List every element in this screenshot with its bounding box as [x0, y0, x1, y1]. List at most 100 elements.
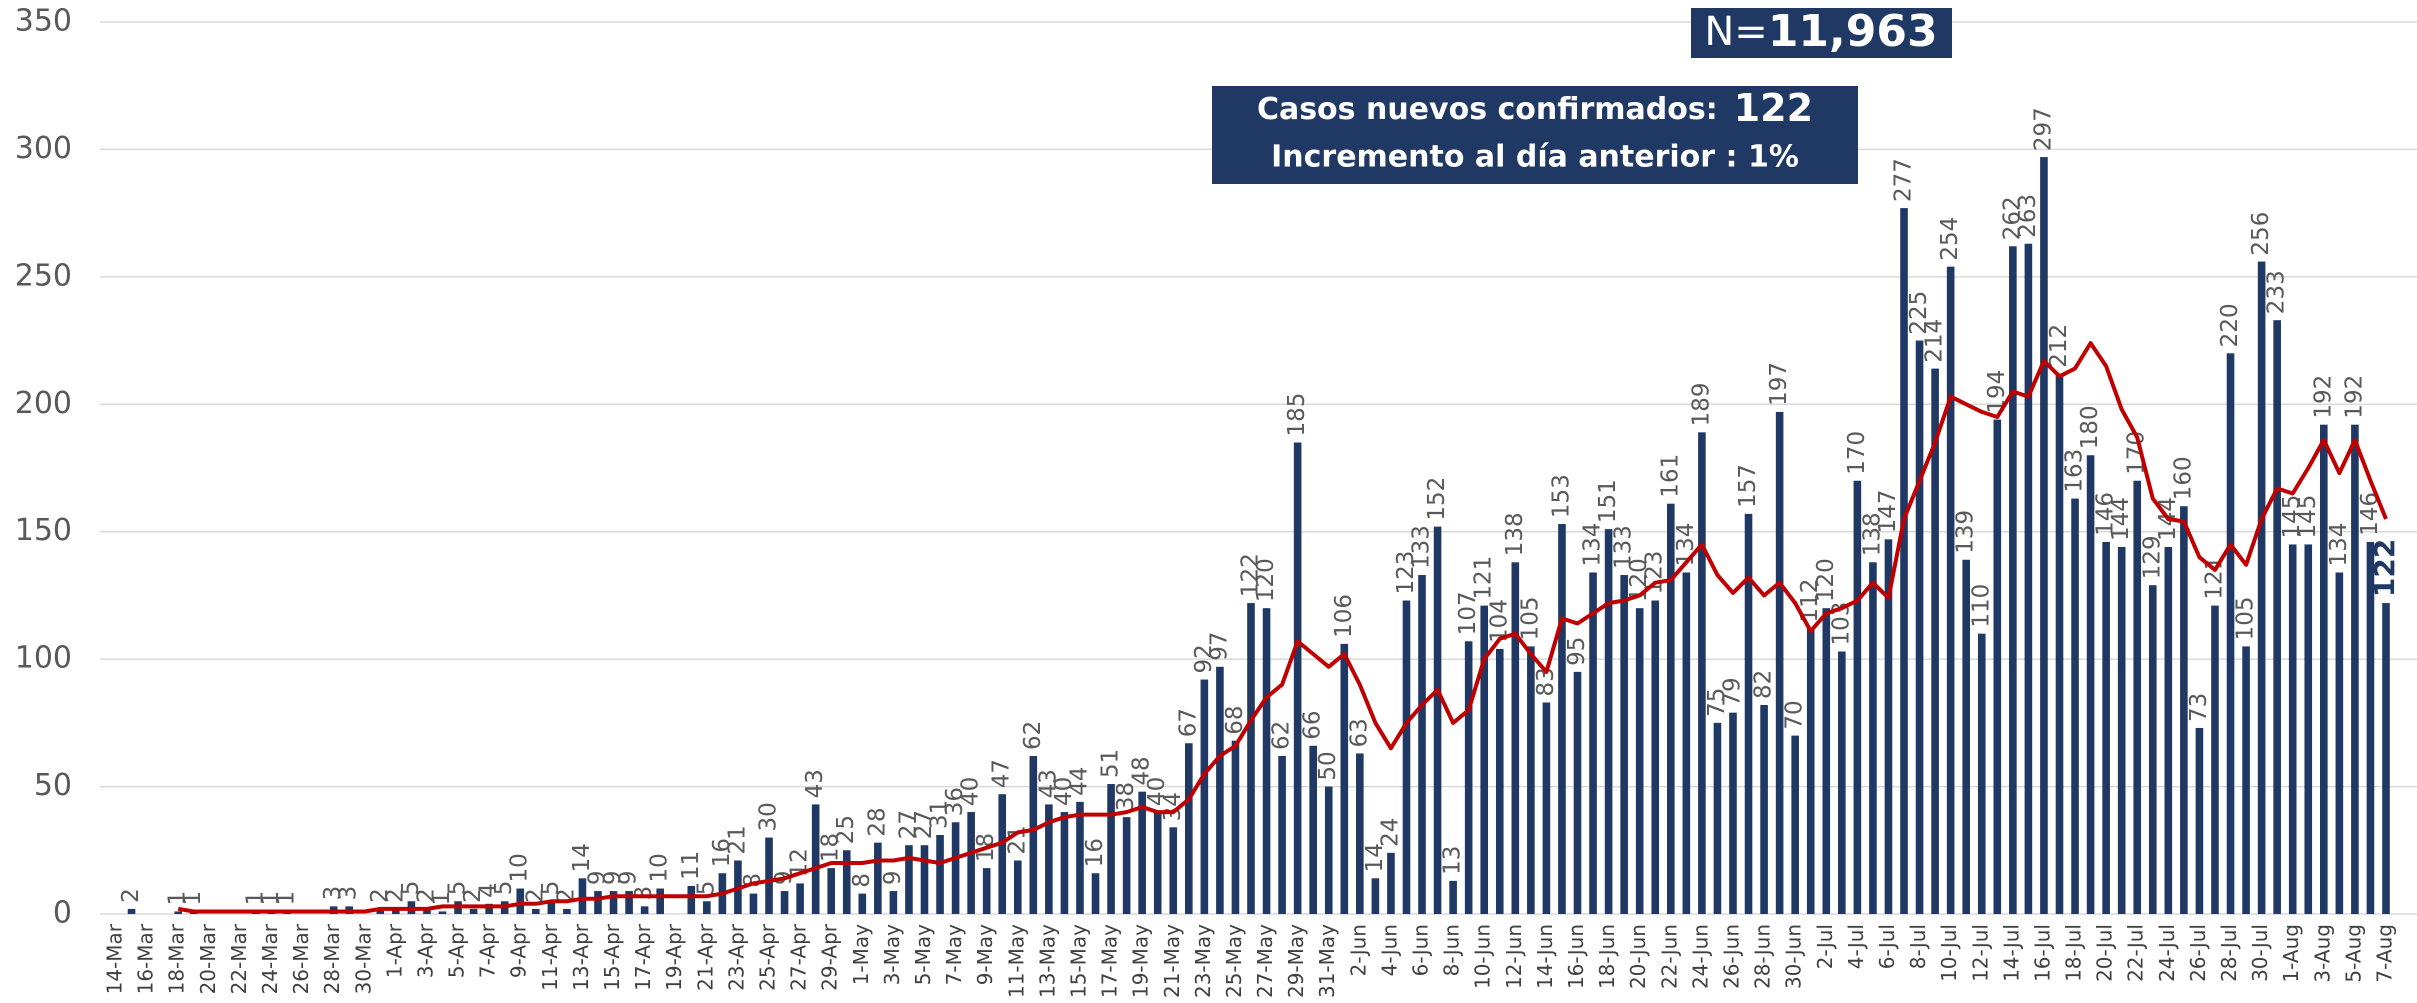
bar — [609, 891, 618, 914]
bar — [2055, 373, 2064, 914]
x-tick-label: 14-Mar — [103, 923, 127, 994]
x-tick-label: 7-Aug — [2373, 924, 2397, 983]
x-tick-label: 25-Apr — [756, 923, 780, 991]
bar — [780, 891, 789, 914]
bar — [392, 908, 400, 914]
bar — [547, 901, 556, 914]
value-label: 1 — [274, 891, 300, 906]
value-label: 214 — [1922, 319, 1948, 363]
value-label: 10 — [507, 853, 533, 882]
x-tick-label: 13-Apr — [569, 923, 593, 991]
value-label: 139 — [1953, 510, 1979, 554]
bar — [1185, 743, 1193, 914]
value-label: 30 — [756, 802, 782, 831]
new-cases-value: 122 — [1734, 86, 1813, 130]
x-tick-label: 9-May — [973, 924, 997, 985]
x-tick-label: 30-Jun — [1782, 924, 1806, 989]
value-label: 82 — [1751, 670, 1777, 699]
x-tick-label: 14-Jun — [1533, 924, 1557, 989]
bar — [2133, 480, 2142, 914]
bar — [951, 822, 960, 914]
value-label: 134 — [2326, 523, 2352, 567]
bar — [1387, 852, 1395, 914]
total-value: 11,963 — [1768, 6, 1938, 57]
value-label: 105 — [2233, 596, 2259, 640]
value-label: 21 — [724, 825, 750, 854]
x-tick-label: 30-Jul — [2248, 924, 2272, 982]
value-label: 122 — [1238, 553, 1264, 597]
bar — [1729, 712, 1737, 914]
y-tick-label: 200 — [15, 386, 72, 421]
value-label: 40 — [1144, 777, 1170, 806]
value-label: 5 — [693, 881, 719, 896]
value-label: 16 — [709, 838, 735, 867]
bar — [1838, 651, 1846, 914]
x-tick-label: 5-Apr — [445, 923, 469, 978]
x-tick-label: 2-Jun — [1346, 924, 1370, 976]
value-label: 9 — [600, 870, 626, 885]
x-tick-label: 27-Apr — [787, 923, 811, 991]
value-label: 145 — [2295, 495, 2321, 539]
value-label: 11 — [678, 851, 704, 880]
value-label: 5 — [398, 881, 424, 896]
x-tick-label: 3-Aug — [2310, 924, 2334, 983]
value-label: 138 — [1502, 512, 1528, 556]
x-tick-label: 17-May — [1098, 924, 1122, 998]
x-tick-label: 30-Mar — [351, 923, 375, 994]
y-tick-label: 350 — [15, 4, 72, 39]
value-label: 36 — [942, 787, 968, 816]
value-label: 120 — [1813, 558, 1839, 602]
value-label: 107 — [1455, 591, 1481, 635]
bar — [858, 893, 867, 914]
x-tick-label: 3-Apr — [413, 923, 437, 978]
bar — [516, 888, 525, 914]
bar — [905, 845, 913, 914]
value-label: 152 — [1424, 477, 1450, 521]
x-tick-label: 17-Apr — [631, 923, 655, 991]
bar — [936, 834, 944, 914]
value-label: 129 — [2139, 535, 2165, 579]
bar — [1480, 605, 1489, 914]
bar — [1356, 753, 1364, 914]
value-label: 225 — [1906, 291, 1932, 335]
value-label: 123 — [1642, 551, 1668, 595]
bar — [1122, 817, 1131, 914]
bar — [1013, 860, 1022, 914]
value-label: 5 — [538, 881, 564, 896]
value-label: 120 — [1253, 558, 1279, 602]
value-label: 3 — [336, 886, 362, 901]
value-label: 277 — [1891, 158, 1917, 202]
bar — [1495, 648, 1504, 914]
bar — [2257, 261, 2266, 915]
bar — [1620, 575, 1628, 914]
x-tick-label: 23-May — [1191, 924, 1215, 998]
bar — [982, 868, 991, 914]
bar — [485, 903, 493, 914]
value-label: 14 — [569, 843, 595, 872]
value-label: 1 — [429, 891, 455, 906]
bar — [2288, 544, 2297, 914]
x-tick-label: 2-Jul — [1813, 924, 1837, 969]
value-label: 48 — [1129, 756, 1155, 785]
bar — [2102, 541, 2110, 914]
value-label: 110 — [1968, 584, 1994, 628]
value-label: 62 — [1269, 721, 1295, 750]
bar — [2242, 646, 2250, 914]
bar — [2211, 605, 2219, 914]
bar — [2382, 603, 2390, 914]
new-cases: Casos nuevos confirmados: 122 — [1257, 86, 1813, 130]
x-tick-label: 20-Jun — [1626, 924, 1650, 989]
y-tick-label: 100 — [15, 641, 72, 676]
bar — [827, 868, 836, 914]
value-label: 63 — [1346, 718, 1372, 747]
bar — [1635, 608, 1644, 914]
value-label: 4 — [476, 883, 502, 898]
bar — [967, 812, 975, 914]
value-label: 105 — [1517, 596, 1543, 640]
total-box — [1691, 8, 1952, 58]
bar — [1542, 702, 1551, 914]
value-label: 14 — [1362, 843, 1388, 872]
value-label: 5 — [491, 881, 517, 896]
value-label: 263 — [2015, 194, 2041, 238]
value-label: 75 — [1704, 688, 1730, 717]
